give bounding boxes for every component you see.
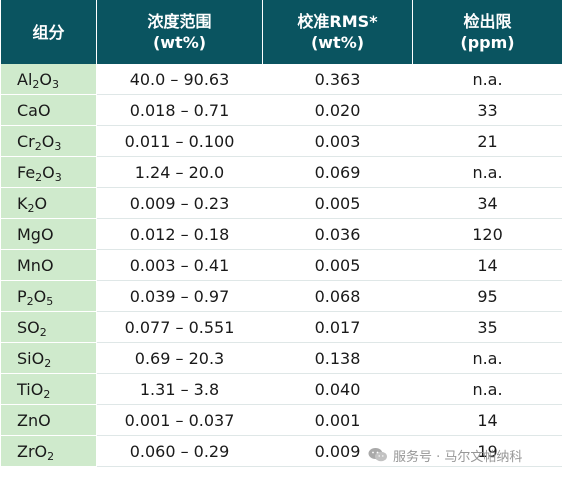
range-cell: 0.060 – 0.29 — [96, 435, 263, 467]
table-row: ZrO2 0.060 – 0.29 0.009 19 — [0, 435, 562, 467]
range-cell: 40.0 – 90.63 — [96, 64, 263, 95]
component-cell: Fe2O3 — [0, 156, 97, 188]
table-row: CaO 0.018 – 0.71 0.020 33 — [0, 94, 562, 126]
component-cell: ZnO — [0, 404, 97, 436]
table-row: ZnO 0.001 – 0.037 0.001 14 — [0, 404, 562, 436]
table-row: SiO2 0.69 – 20.3 0.138 n.a. — [0, 342, 562, 374]
rms-cell: 0.069 — [262, 156, 413, 188]
wechat-icon — [368, 448, 387, 462]
lod-cell: 19 — [412, 435, 562, 467]
rms-cell: 0.003 — [262, 125, 413, 157]
table-row: TiO2 1.31 – 3.8 0.040 n.a. — [0, 373, 562, 405]
rms-cell: 0.017 — [262, 311, 413, 343]
range-cell: 0.018 – 0.71 — [96, 94, 263, 126]
rms-cell: 0.001 — [262, 404, 413, 436]
lod-cell: n.a. — [412, 373, 562, 405]
header-row: 组分 浓度范围 (wt%) 校准RMS* (wt%) 检出限 (ppm) — [0, 0, 562, 64]
rms-cell: 0.363 — [262, 64, 413, 95]
rms-cell: 0.020 — [262, 94, 413, 126]
component-cell: SiO2 — [0, 342, 97, 374]
lod-cell: n.a. — [412, 342, 562, 374]
range-cell: 0.039 – 0.97 — [96, 280, 263, 312]
rms-cell: 0.068 — [262, 280, 413, 312]
rms-cell: 0.005 — [262, 249, 413, 281]
watermark: 服务号 · 马尔文帕纳科 — [368, 444, 522, 466]
lod-cell: n.a. — [412, 64, 562, 95]
table-row: Cr2O3 0.011 – 0.100 0.003 21 — [0, 125, 562, 157]
lod-cell: 14 — [412, 404, 562, 436]
table-row: Fe2O3 1.24 – 20.0 0.069 n.a. — [0, 156, 562, 188]
header-lod: 检出限 (ppm) — [412, 0, 562, 64]
range-cell: 1.24 – 20.0 — [96, 156, 263, 188]
rms-cell: 0.040 — [262, 373, 413, 405]
component-cell: Cr2O3 — [0, 125, 97, 157]
lod-cell: 95 — [412, 280, 562, 312]
range-cell: 0.009 – 0.23 — [96, 187, 263, 219]
header-range: 浓度范围 (wt%) — [96, 0, 263, 64]
range-cell: 0.011 – 0.100 — [96, 125, 263, 157]
range-cell: 1.31 – 3.8 — [96, 373, 263, 405]
rms-cell: 0.036 — [262, 218, 413, 250]
component-cell: ZrO2 — [0, 435, 97, 467]
composition-table: 组分 浓度范围 (wt%) 校准RMS* (wt%) 检出限 (ppm) Al2… — [0, 0, 562, 467]
table-row: K2O 0.009 – 0.23 0.005 34 — [0, 187, 562, 219]
table-row: P2O5 0.039 – 0.97 0.068 95 — [0, 280, 562, 312]
watermark-text: 服务号 · 马尔文帕纳科 — [393, 449, 523, 465]
component-cell: P2O5 — [0, 280, 97, 312]
header-component: 组分 — [0, 0, 97, 64]
table-row: SO2 0.077 – 0.551 0.017 35 — [0, 311, 562, 343]
component-cell: TiO2 — [0, 373, 97, 405]
component-cell: SO2 — [0, 311, 97, 343]
lod-cell: 33 — [412, 94, 562, 126]
lod-cell: 21 — [412, 125, 562, 157]
lod-cell: 14 — [412, 249, 562, 281]
rms-cell: 0.138 — [262, 342, 413, 374]
component-cell: MnO — [0, 249, 97, 281]
rms-cell: 0.009 — [262, 435, 413, 467]
lod-cell: 120 — [412, 218, 562, 250]
range-cell: 0.69 – 20.3 — [96, 342, 263, 374]
component-cell: Al2O3 — [0, 64, 97, 95]
component-cell: K2O — [0, 187, 97, 219]
range-cell: 0.012 – 0.18 — [96, 218, 263, 250]
component-cell: CaO — [0, 94, 97, 126]
table-row: MnO 0.003 – 0.41 0.005 14 — [0, 249, 562, 281]
rms-cell: 0.005 — [262, 187, 413, 219]
lod-cell: 34 — [412, 187, 562, 219]
lod-cell: n.a. — [412, 156, 562, 188]
header-rms: 校准RMS* (wt%) — [262, 0, 413, 64]
range-cell: 0.077 – 0.551 — [96, 311, 263, 343]
table-row: MgO 0.012 – 0.18 0.036 120 — [0, 218, 562, 250]
range-cell: 0.003 – 0.41 — [96, 249, 263, 281]
lod-cell: 35 — [412, 311, 562, 343]
table-row: Al2O3 40.0 – 90.63 0.363 n.a. — [0, 64, 562, 95]
range-cell: 0.001 – 0.037 — [96, 404, 263, 436]
component-cell: MgO — [0, 218, 97, 250]
